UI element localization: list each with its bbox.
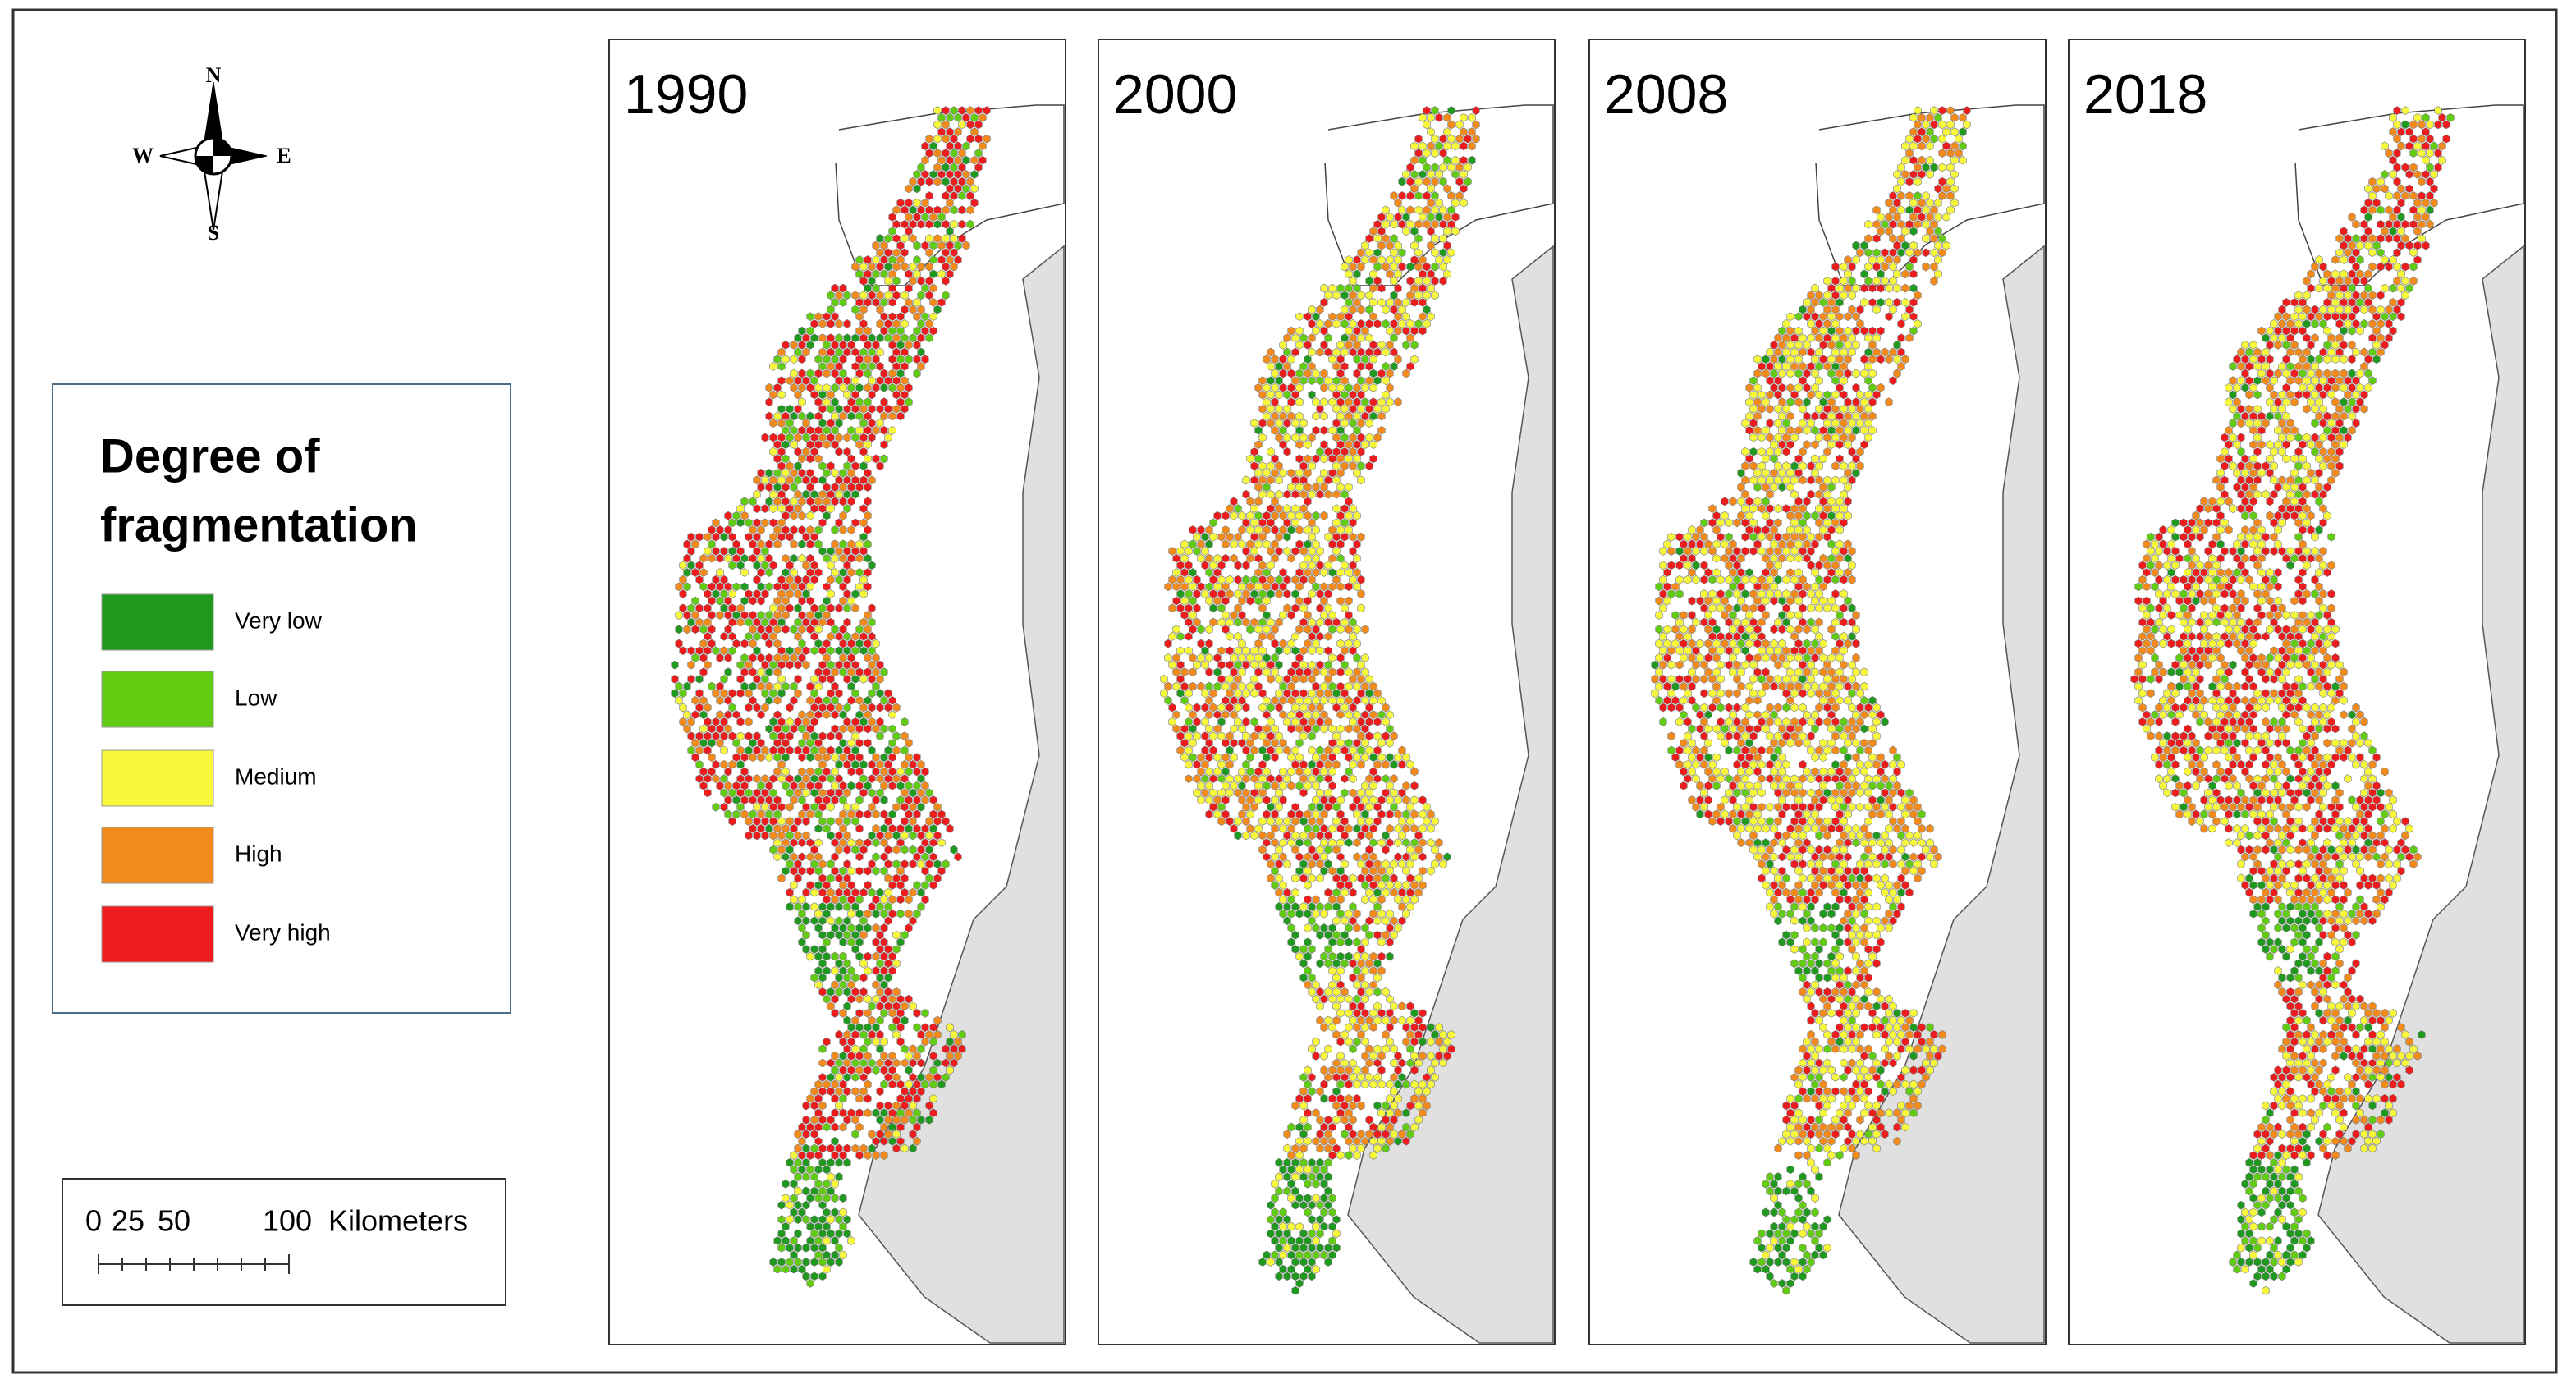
fragmentation-cells (675, 106, 983, 1288)
legend-swatch (101, 905, 214, 963)
legend-label: Low (235, 685, 277, 710)
fragmentation-cells (1160, 112, 1476, 1274)
fragmentation-cells (1164, 112, 1480, 1160)
sea (1347, 245, 1554, 1344)
legend-title: Degree of (100, 429, 320, 483)
panel-year: 2008 (1604, 63, 1728, 126)
legend-label: High (235, 841, 282, 866)
compass-east: E (277, 144, 291, 167)
fragmentation-cells (2134, 120, 2446, 1160)
fragmentation-cells (1651, 106, 1971, 1274)
fragmentation-cells (1651, 106, 1967, 1160)
panels: 1990 2000 2008 2018 (608, 39, 2526, 1345)
sea (1838, 245, 2045, 1344)
legend-label: Very high (235, 919, 331, 945)
compass-south: S (208, 221, 219, 245)
fragmentation-cells (1651, 127, 1967, 1288)
scale-box (62, 1178, 506, 1306)
fragmentation-cells (1176, 106, 1476, 1295)
scale-label: 25 (112, 1204, 144, 1238)
map-panel: 2000 (1098, 39, 1556, 1345)
sea (2317, 245, 2524, 1344)
fragmentation-cells (671, 106, 991, 1160)
legend-swatch (101, 671, 214, 728)
scale-bar: 0 25 50 100 Kilometers (62, 1178, 506, 1306)
compass-fill (195, 138, 231, 174)
fragmentation-cells (1164, 106, 1480, 1160)
scale-label: 100 (263, 1204, 312, 1238)
scale-label: 50 (158, 1204, 190, 1238)
panel-year: 2000 (1113, 63, 1237, 126)
map-panel: 2008 (1588, 39, 2047, 1345)
scale-ticks (98, 1254, 290, 1274)
legend-label: Very low (235, 607, 323, 633)
fragmentation-cells (2134, 112, 2455, 1281)
fragmentation-cells (1164, 106, 1472, 1260)
compass-north: N (206, 63, 222, 87)
legend-swatch (101, 827, 214, 884)
fragmentation-cells (2130, 106, 2450, 1160)
fragmentation-cells (1659, 106, 1971, 1146)
fragmentation-cells (675, 106, 979, 1274)
fragmentation-cells (671, 141, 979, 1281)
legend-swatch (101, 749, 214, 807)
map-panel: 2018 (2068, 39, 2526, 1345)
sea (858, 245, 1065, 1344)
map-panel: 1990 (608, 39, 1066, 1345)
compass: N S E W (132, 63, 291, 245)
legend-label: Medium (235, 763, 317, 789)
fragmentation-cells (675, 106, 991, 1160)
scale-unit: Kilometers (328, 1204, 468, 1238)
compass-west: W (132, 144, 154, 167)
legend: Degree of fragmentation Very low Low Mediu… (52, 383, 511, 1014)
fragmentation-cells (1655, 112, 1967, 1295)
fragmentation-cells (2163, 120, 2434, 1288)
scale-label: 0 (85, 1204, 102, 1238)
fragmentation-cells (2134, 106, 2446, 1295)
legend-swatch (101, 593, 214, 651)
legend-title: fragmentation (100, 498, 418, 552)
panel-year: 1990 (624, 63, 748, 126)
panel-year: 2018 (2083, 63, 2207, 126)
